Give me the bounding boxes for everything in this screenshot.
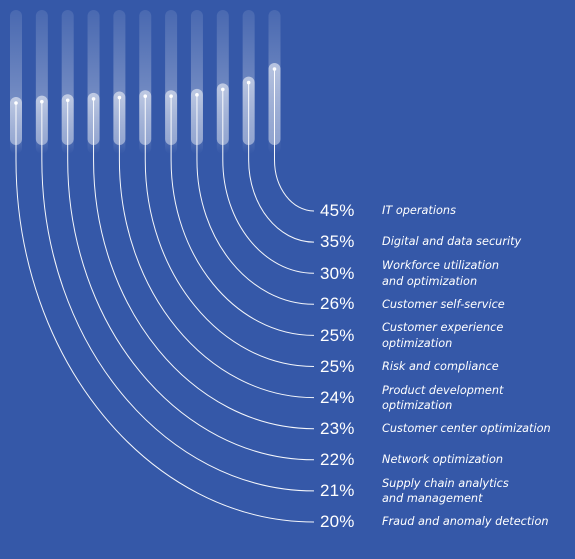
value-dot: [221, 87, 225, 92]
connector-line: [67, 100, 315, 461]
category-label: Customer self-service: [382, 297, 505, 311]
connector-line: [144, 96, 315, 367]
category-row: 45% IT operations: [320, 201, 570, 221]
category-row: 25% Risk and compliance: [320, 357, 570, 377]
connector-line: [274, 69, 315, 212]
connector-line: [222, 89, 315, 274]
connector-line: [93, 98, 315, 430]
connector-line: [41, 101, 315, 492]
category-label: IT operations: [382, 204, 456, 218]
value-dot: [14, 101, 18, 105]
category-row: 35% Digital and data security: [320, 232, 570, 252]
category-label: Workforce utilization and optimization: [382, 259, 500, 288]
value-dot: [195, 93, 199, 97]
category-label: Network optimization: [382, 453, 504, 467]
category-label: Customer experience optimization: [382, 321, 504, 350]
value-label: 20%: [320, 512, 355, 531]
value-dot: [272, 67, 277, 71]
value-label: 35%: [320, 232, 355, 252]
connector-line: [170, 96, 315, 336]
category-label: Fraud and anomaly detection: [382, 515, 549, 529]
category-label: Customer center optimization: [382, 421, 551, 435]
value-label: 21%: [320, 481, 355, 501]
value-dot: [246, 80, 251, 85]
value-label: 23%: [320, 418, 355, 438]
connector-line: [248, 82, 315, 243]
category-label: Risk and compliance: [382, 359, 499, 373]
value-dot: [40, 99, 44, 104]
value-label: 30%: [320, 263, 355, 283]
category-row: 26% Customer self-service: [320, 294, 570, 314]
value-dot: [117, 95, 122, 100]
category-row: 22% Network optimization: [320, 450, 570, 470]
value-dot: [169, 94, 173, 98]
category-row: 20% Fraud and anomaly detection: [320, 512, 570, 532]
category-label: Supply chain analytics and management: [382, 476, 509, 506]
value-dot: [65, 98, 70, 103]
category-row: 25% Customer experience optimization: [320, 320, 570, 351]
value-label: 45%: [320, 201, 355, 220]
value-dot: [143, 94, 148, 98]
connector-line: [118, 97, 315, 399]
value-label: 24%: [320, 388, 355, 408]
connector-line: [196, 94, 315, 305]
category-label: Product development optimization: [382, 383, 504, 413]
value-label: 22%: [320, 449, 355, 469]
value-dot: [91, 97, 96, 101]
connector-line: [15, 103, 315, 523]
category-row: 21% Supply chain analytics and management: [320, 476, 570, 507]
category-row: 24% Product development optimization: [320, 383, 570, 414]
category-row: 30% Workforce utilization and optimizatio…: [320, 258, 570, 289]
category-label: Digital and data security: [382, 235, 522, 249]
value-label: 25%: [320, 325, 355, 345]
category-row: 23% Customer center optimization: [320, 419, 570, 439]
value-label: 25%: [320, 356, 355, 376]
value-label: 26%: [320, 294, 355, 314]
